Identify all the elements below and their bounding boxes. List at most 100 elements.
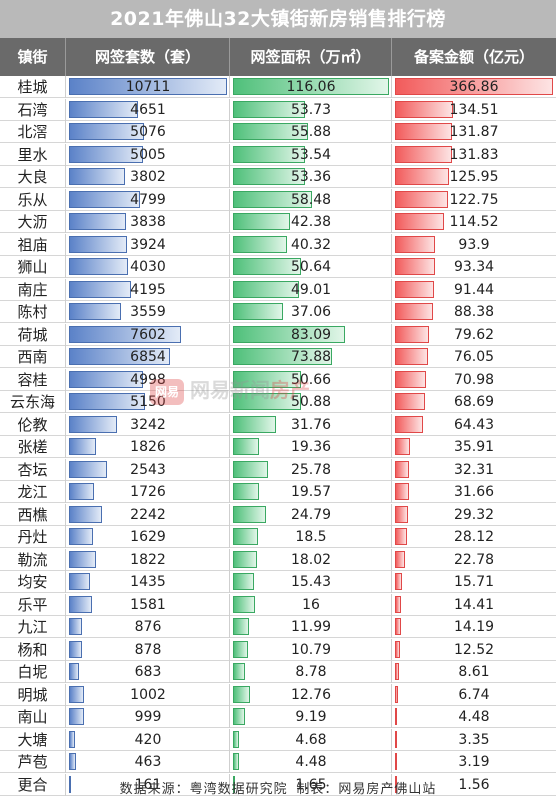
area-bar	[233, 258, 302, 275]
town-name: 大良	[0, 166, 66, 188]
units-cell: 5150	[66, 391, 230, 413]
units-bar	[69, 280, 131, 298]
amount-value: 93.9	[458, 236, 490, 253]
units-cell: 1002	[66, 683, 230, 706]
town-name: 芦苞	[0, 751, 66, 773]
area-cell: 37.06	[230, 301, 392, 323]
units-bar	[69, 505, 103, 523]
town-name: 九江	[0, 616, 66, 638]
amount-value: 131.83	[449, 146, 499, 163]
amount-bar	[395, 775, 397, 793]
units-bar	[69, 235, 127, 253]
amount-bar	[395, 100, 453, 118]
town-name: 石湾	[0, 98, 66, 121]
amount-cell: 14.41	[392, 594, 556, 616]
amount-cell: 125.95	[392, 166, 556, 188]
area-value: 12.76	[290, 686, 332, 703]
amount-bar	[395, 528, 408, 545]
units-cell: 1581	[66, 593, 230, 616]
amount-value: 70.98	[453, 371, 495, 388]
amount-bar	[395, 190, 448, 208]
units-cell: 1726	[66, 481, 230, 503]
units-cell: 4799	[66, 188, 230, 211]
town-name: 陈村	[0, 301, 66, 323]
area-bar	[233, 618, 250, 635]
town-name: 西樵	[0, 503, 66, 526]
town-name: 龙江	[0, 481, 66, 503]
units-value: 463	[134, 754, 162, 770]
area-bar	[233, 730, 240, 748]
table-row: 西南 6854 73.88 76.05	[0, 346, 556, 368]
area-value: 10.79	[290, 641, 332, 658]
header-amount: 备案金额（亿元）	[413, 48, 534, 66]
units-value: 4651	[130, 101, 166, 118]
units-bar	[69, 483, 95, 500]
area-value: 11.99	[290, 619, 332, 635]
area-cell: 40.32	[230, 233, 392, 256]
area-bar	[233, 100, 306, 118]
town-name: 明城	[0, 683, 66, 706]
units-value: 2543	[130, 461, 166, 478]
units-bar	[69, 775, 72, 793]
amount-bar	[395, 393, 425, 410]
area-bar	[233, 663, 245, 680]
amount-cell: 64.43	[392, 414, 556, 436]
area-bar	[233, 505, 267, 523]
area-cell: 9.19	[230, 706, 392, 728]
amount-bar	[395, 663, 399, 680]
units-cell: 3559	[66, 301, 230, 323]
amount-cell: 29.32	[392, 504, 556, 526]
units-bar	[69, 753, 76, 770]
amount-value: 28.12	[453, 529, 495, 545]
area-cell: 42.38	[230, 211, 392, 233]
amount-cell: 93.34	[392, 256, 556, 278]
town-name: 大沥	[0, 211, 66, 233]
amount-bar	[395, 235, 436, 253]
area-value: 16	[302, 596, 320, 613]
area-value: 31.76	[290, 416, 332, 433]
table-row: 丹灶 1629 18.5 28.12	[0, 526, 556, 548]
amount-bar	[395, 123, 452, 140]
area-cell: 73.88	[230, 346, 392, 368]
units-bar	[69, 303, 122, 320]
table-row: 大良 3802 53.36 125.95	[0, 166, 556, 188]
units-bar	[69, 730, 76, 748]
units-value: 1435	[130, 574, 166, 590]
table-row: 南庄 4195 49.01 91.44	[0, 278, 556, 301]
units-bar	[69, 123, 144, 140]
amount-bar	[395, 618, 402, 635]
town-name: 勒流	[0, 548, 66, 571]
units-bar	[69, 168, 126, 185]
units-cell: 5076	[66, 121, 230, 143]
amount-cell: 366.86	[392, 76, 556, 98]
area-value: 116.06	[286, 79, 336, 95]
units-cell: 1826	[66, 436, 230, 458]
area-cell: 8.78	[230, 661, 392, 683]
units-cell: 10711	[66, 76, 230, 98]
units-cell: 878	[66, 638, 230, 661]
amount-value: 125.95	[449, 169, 499, 185]
amount-cell: 15.71	[392, 571, 556, 593]
source-footer: 数据来源：粤湾数据研究院 制表：网易房产佛山站	[119, 782, 437, 797]
amount-cell: 3.35	[392, 729, 556, 751]
area-cell: 53.36	[230, 166, 392, 188]
area-value: 9.19	[295, 709, 327, 725]
amount-value: 14.41	[453, 596, 495, 613]
units-value: 4195	[130, 281, 166, 298]
units-value: 7602	[130, 326, 166, 343]
table-row: 龙江 1726 19.57 31.66	[0, 481, 556, 503]
amount-value: 35.91	[453, 439, 495, 455]
amount-cell: 79.62	[392, 324, 556, 346]
area-bar	[233, 438, 260, 455]
amount-cell: 68.69	[392, 391, 556, 413]
amount-value: 64.43	[453, 416, 495, 433]
area-bar	[233, 168, 305, 185]
amount-value: 68.69	[453, 394, 495, 410]
area-cell: 18.02	[230, 548, 392, 571]
area-cell: 50.66	[230, 368, 392, 391]
area-value: 25.78	[290, 461, 332, 478]
units-cell: 3242	[66, 413, 230, 436]
table-row: 杨和 878 10.79 12.52	[0, 638, 556, 661]
town-name: 荷城	[0, 323, 66, 346]
table-row: 荷城 7602 83.09 79.62	[0, 323, 556, 346]
